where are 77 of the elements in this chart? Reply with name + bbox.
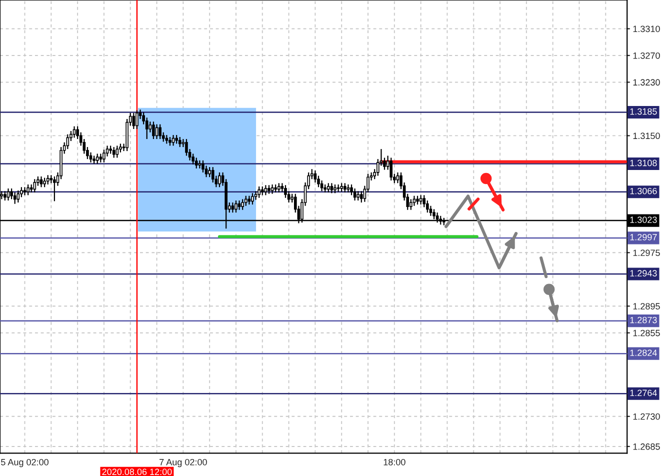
candlestick: [43, 177, 46, 188]
candlestick: [202, 160, 204, 173]
y-tick-label: 1.2685: [633, 443, 660, 450]
candlestick: [26, 184, 30, 196]
candlestick: [356, 190, 360, 202]
y-tick-label: 1.2895: [633, 303, 660, 310]
candlestick: [152, 121, 155, 140]
y-tick-label: 1.2855: [633, 330, 660, 336]
candlestick: [13, 192, 16, 204]
candlestick: [178, 136, 182, 148]
candlestick: [343, 182, 346, 194]
ref-line-label: 1.2824: [630, 350, 657, 356]
candlestick: [194, 157, 198, 169]
candlestick: [218, 172, 221, 188]
candlestick: [96, 153, 99, 164]
candlestick: [231, 202, 234, 214]
candlestick: [72, 126, 76, 138]
candlestick: [53, 176, 56, 202]
y-tick-label: 1.3230: [633, 79, 660, 86]
candlestick: [46, 174, 50, 186]
candlestick: [116, 145, 119, 158]
ref-line-label: 1.2873: [630, 316, 657, 324]
candlestick: [148, 121, 152, 133]
candlestick: [390, 157, 393, 182]
candlestick: [112, 146, 116, 158]
y-tick-label: 1.3310: [633, 26, 660, 32]
candlestick: [336, 184, 340, 192]
candlestick: [192, 153, 194, 165]
candlestick: [172, 134, 175, 146]
candlestick: [234, 200, 238, 214]
candlestick: [284, 184, 287, 198]
candlestick: [353, 188, 356, 202]
ref-line-label: 1.2943: [630, 270, 657, 276]
y-tick-label: 1.2730: [633, 413, 660, 420]
candlestick: [244, 195, 248, 206]
y-tick-label: 1.3270: [633, 52, 660, 59]
candlestick: [158, 124, 162, 140]
candlestick: [6, 188, 10, 202]
candlestick: [102, 149, 106, 163]
ref-line-label: 1.3066: [630, 188, 657, 194]
x-tick-label: 2020.08.06 12:00: [102, 468, 172, 476]
candlestick: [360, 190, 363, 204]
x-tick-label: 5 Aug 02:00: [1, 458, 48, 468]
candlestick: [155, 124, 158, 140]
candlestick: [4, 190, 6, 202]
candlestick: [330, 182, 334, 194]
candlestick: [346, 184, 350, 194]
ref-line-label: 1.2764: [630, 390, 657, 396]
candlestick: [277, 182, 280, 194]
candlestick: [185, 138, 188, 156]
y-tick-label: 1.3150: [633, 132, 660, 140]
candlestick: [314, 170, 317, 184]
candlestick: [136, 110, 138, 130]
ref-line-label: 1.3108: [630, 160, 657, 166]
candlestick: [211, 166, 214, 184]
candlestick: [10, 188, 13, 200]
candlestick: [270, 184, 274, 194]
candlestick: [410, 198, 412, 210]
ref-line-label: 1.2997: [630, 234, 657, 240]
x-tick-label: 7 Aug 02:00: [160, 458, 207, 468]
candlestick: [419, 194, 422, 206]
candlestick: [33, 178, 36, 194]
candlestick: [264, 184, 268, 196]
candlestick: [326, 182, 330, 194]
x-tick-label: 18:00: [384, 458, 406, 466]
candlestick: [16, 190, 20, 204]
candlestick: [254, 190, 258, 200]
candlestick: [258, 186, 260, 198]
candlestick: [208, 166, 211, 178]
ref-line-label: 1.3023: [630, 216, 657, 223]
candlestick: [23, 186, 26, 196]
ref-line-label: 1.3185: [630, 108, 657, 115]
candlestick: [412, 195, 416, 206]
candlestick: [241, 198, 244, 210]
candlestick: [238, 200, 241, 210]
y-tick-label: 1.2975: [633, 250, 660, 256]
candlestick: [251, 192, 254, 206]
